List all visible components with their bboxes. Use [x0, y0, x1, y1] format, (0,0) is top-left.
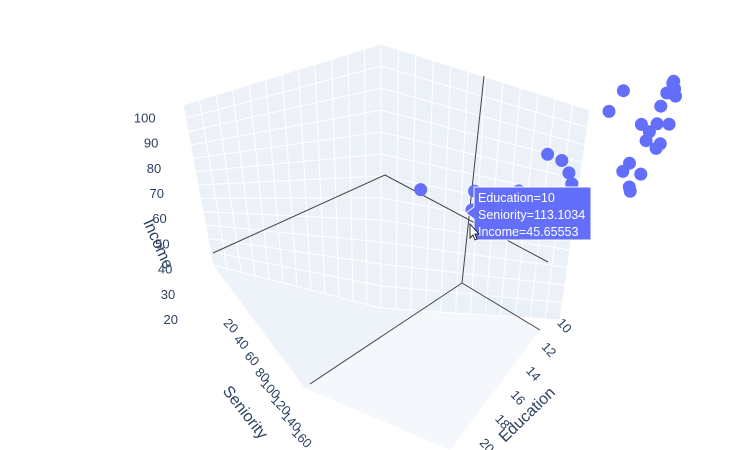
education-tick-label: 14	[523, 363, 544, 384]
scatter-point[interactable]	[662, 117, 676, 131]
income-tick-label: 20	[164, 312, 178, 327]
tooltip-line-seniority: Seniority=113.1034	[478, 208, 585, 222]
income-tick-label: 100	[134, 110, 156, 125]
income-tick-label: 90	[144, 136, 158, 151]
scatter-point[interactable]	[555, 154, 569, 167]
tooltip-line-income: Income=45.65553	[478, 225, 578, 239]
income-tick-label: 50	[155, 236, 169, 251]
scatter-point[interactable]	[669, 89, 682, 103]
scatter-point[interactable]	[634, 167, 648, 181]
scatter-point[interactable]	[541, 147, 555, 161]
scatter-point[interactable]	[602, 104, 616, 118]
scatter-point[interactable]	[649, 141, 663, 155]
seniority-axis-title: Seniority	[219, 383, 271, 443]
scatter-point[interactable]	[562, 166, 576, 180]
income-tick-label: 30	[161, 287, 175, 302]
tooltip-line-education: Education=10	[478, 191, 555, 205]
education-tick-label: 20	[477, 435, 498, 450]
income-axis-title: Income	[139, 217, 176, 272]
hover-tooltip: Education=10 Seniority=113.1034 Income=4…	[465, 186, 592, 241]
seniority-tick-label: 40	[231, 332, 252, 353]
education-tick-label: 12	[539, 339, 560, 360]
income-tick-label: 80	[147, 161, 161, 176]
grid-line-left-h	[210, 251, 382, 287]
grid-line-left-v	[364, 49, 368, 305]
axis-line-floor-2	[461, 282, 541, 331]
seniority-tick-label: 20	[221, 315, 242, 336]
grid-line-right-h	[380, 285, 563, 303]
grid-line-left-h	[212, 264, 382, 309]
axis-line-vertical	[461, 75, 485, 284]
axis-line-diagonal	[384, 174, 549, 263]
scatter-point[interactable]	[654, 99, 668, 113]
scatter-point[interactable]	[616, 84, 630, 98]
scatter-point[interactable]	[616, 164, 630, 178]
seniority-tick-label: 60	[242, 348, 263, 369]
axis-line-floor	[309, 282, 463, 385]
scatter-point[interactable]	[623, 184, 637, 198]
axis-line-income-plane	[212, 174, 386, 254]
income-tick-label: 70	[150, 186, 164, 201]
income-axis-ticks: 20 30 40 50 60 70 80 90 100	[134, 110, 178, 327]
income-tick-label: 40	[158, 262, 172, 277]
floor-plane-front	[213, 265, 540, 450]
tooltip-box	[465, 186, 592, 241]
grid-line-right-h	[380, 263, 566, 286]
scatter-point[interactable]	[639, 134, 653, 148]
scatter-point[interactable]	[650, 117, 664, 131]
income-tick-label: 60	[152, 211, 166, 226]
grid-line-right-h	[380, 307, 561, 321]
scatter-point[interactable]	[414, 183, 428, 197]
mouse-cursor-icon	[469, 222, 480, 241]
